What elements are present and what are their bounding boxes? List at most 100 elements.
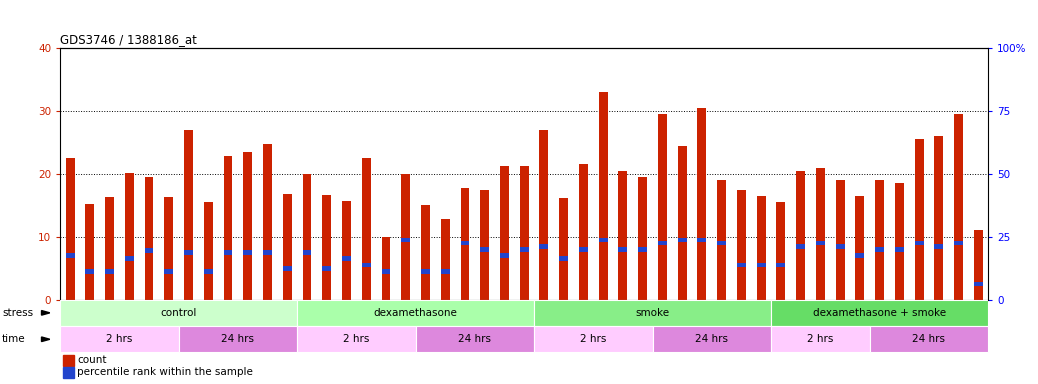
Bar	[737, 263, 746, 267]
Bar	[481, 247, 489, 252]
Bar	[203, 269, 213, 274]
Bar	[836, 244, 845, 248]
Bar	[179, 326, 297, 353]
Bar	[164, 197, 173, 300]
Bar	[441, 269, 449, 274]
Bar	[870, 326, 988, 353]
Bar	[895, 183, 904, 300]
Bar	[855, 253, 865, 258]
Bar	[60, 326, 179, 353]
Bar	[535, 300, 771, 326]
Bar	[402, 238, 410, 242]
Text: 2 hrs: 2 hrs	[344, 334, 370, 344]
Bar	[421, 269, 430, 274]
Bar	[875, 247, 884, 252]
Bar	[144, 177, 154, 300]
Bar	[243, 152, 252, 300]
Bar	[796, 170, 805, 300]
Bar	[85, 269, 94, 274]
Text: stress: stress	[2, 308, 33, 318]
Bar	[243, 250, 252, 255]
Bar	[302, 250, 311, 255]
Bar	[771, 326, 870, 353]
Bar	[579, 164, 588, 300]
Bar	[771, 300, 988, 326]
Text: 24 hrs: 24 hrs	[459, 334, 491, 344]
Bar	[302, 174, 311, 300]
Bar	[619, 170, 627, 300]
Text: 2 hrs: 2 hrs	[808, 334, 834, 344]
Bar	[836, 180, 845, 300]
Bar	[421, 205, 430, 300]
Bar	[402, 174, 410, 300]
Bar	[540, 130, 548, 300]
Text: count: count	[77, 355, 107, 365]
Bar	[653, 326, 771, 353]
Bar	[796, 244, 805, 248]
Bar	[343, 201, 351, 300]
Bar	[678, 238, 686, 242]
Bar	[297, 300, 535, 326]
Bar	[323, 266, 331, 271]
Bar	[461, 241, 469, 245]
Text: time: time	[2, 334, 26, 344]
Bar	[63, 367, 74, 378]
Bar	[203, 202, 213, 300]
Bar	[559, 198, 568, 300]
Bar	[914, 139, 924, 300]
Bar	[717, 180, 726, 300]
Bar	[297, 326, 415, 353]
Bar	[184, 250, 193, 255]
Bar	[658, 241, 666, 245]
Bar	[184, 130, 193, 300]
Bar	[914, 241, 924, 245]
Bar	[974, 281, 983, 286]
Text: smoke: smoke	[635, 308, 670, 318]
Bar	[63, 355, 74, 366]
Text: 24 hrs: 24 hrs	[221, 334, 254, 344]
Bar	[698, 108, 706, 300]
Bar	[540, 244, 548, 248]
Bar	[282, 266, 292, 271]
Bar	[223, 250, 233, 255]
Bar	[263, 250, 272, 255]
Bar	[125, 257, 134, 261]
Text: 24 hrs: 24 hrs	[695, 334, 729, 344]
Bar	[105, 197, 114, 300]
Bar	[85, 204, 94, 300]
Bar	[757, 196, 766, 300]
Bar	[757, 263, 766, 267]
Bar	[619, 247, 627, 252]
Bar	[895, 247, 904, 252]
Bar	[382, 237, 390, 300]
Bar	[954, 241, 963, 245]
Bar	[60, 300, 297, 326]
Bar	[263, 144, 272, 300]
Bar	[520, 166, 528, 300]
Bar	[500, 253, 509, 258]
Text: 24 hrs: 24 hrs	[912, 334, 946, 344]
Bar	[535, 326, 653, 353]
Bar	[579, 247, 588, 252]
Bar	[105, 269, 114, 274]
Text: 2 hrs: 2 hrs	[580, 334, 606, 344]
Bar	[415, 326, 535, 353]
Bar	[144, 248, 154, 253]
Bar	[223, 156, 233, 300]
Bar	[776, 202, 786, 300]
Text: dexamethasone: dexamethasone	[374, 308, 458, 318]
Bar	[461, 188, 469, 300]
Bar	[481, 190, 489, 300]
Bar	[441, 219, 449, 300]
Bar	[816, 167, 825, 300]
Bar	[164, 269, 173, 274]
Bar	[934, 136, 944, 300]
Bar	[638, 177, 647, 300]
Bar	[934, 244, 944, 248]
Text: dexamethasone + smoke: dexamethasone + smoke	[813, 308, 947, 318]
Bar	[559, 257, 568, 261]
Bar	[323, 195, 331, 300]
Bar	[678, 146, 686, 300]
Bar	[855, 196, 865, 300]
Bar	[954, 114, 963, 300]
